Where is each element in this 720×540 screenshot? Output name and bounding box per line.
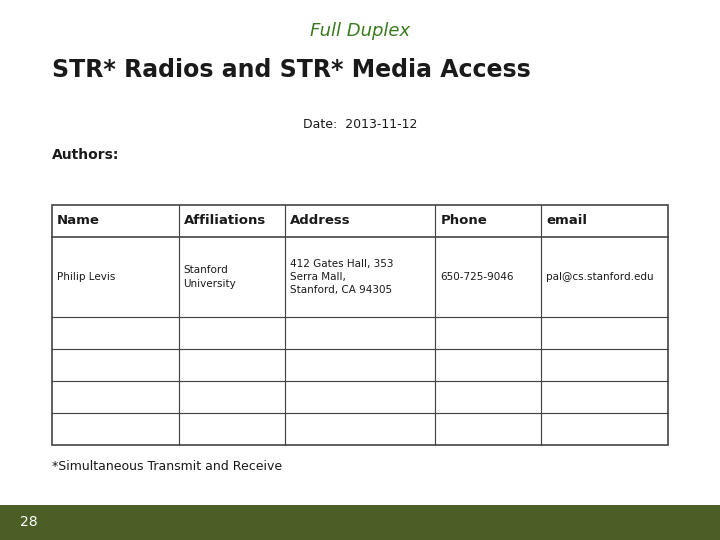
- Text: Philip Levis: Philip Levis: [57, 272, 115, 282]
- Text: Stanford
University: Stanford University: [184, 265, 236, 288]
- Bar: [52, 205, 668, 445]
- Text: Full Duplex: Full Duplex: [310, 22, 410, 40]
- Text: Name: Name: [57, 214, 100, 227]
- Text: *Simultaneous Transmit and Receive: *Simultaneous Transmit and Receive: [52, 460, 282, 473]
- Text: Authors:: Authors:: [52, 148, 120, 162]
- Text: 650-725-9046: 650-725-9046: [441, 272, 514, 282]
- Text: pal@cs.stanford.edu: pal@cs.stanford.edu: [546, 272, 654, 282]
- Text: Phone: Phone: [441, 214, 487, 227]
- Text: email: email: [546, 214, 588, 227]
- Text: 412 Gates Hall, 353
Serra Mall,
Stanford, CA 94305: 412 Gates Hall, 353 Serra Mall, Stanford…: [289, 259, 393, 295]
- Text: 28: 28: [20, 516, 37, 530]
- Bar: [0, 505, 720, 540]
- Text: Date:  2013-11-12: Date: 2013-11-12: [303, 118, 417, 131]
- Text: STR* Radios and STR* Media Access: STR* Radios and STR* Media Access: [52, 58, 531, 82]
- Text: Address: Address: [289, 214, 351, 227]
- Text: Affiliations: Affiliations: [184, 214, 266, 227]
